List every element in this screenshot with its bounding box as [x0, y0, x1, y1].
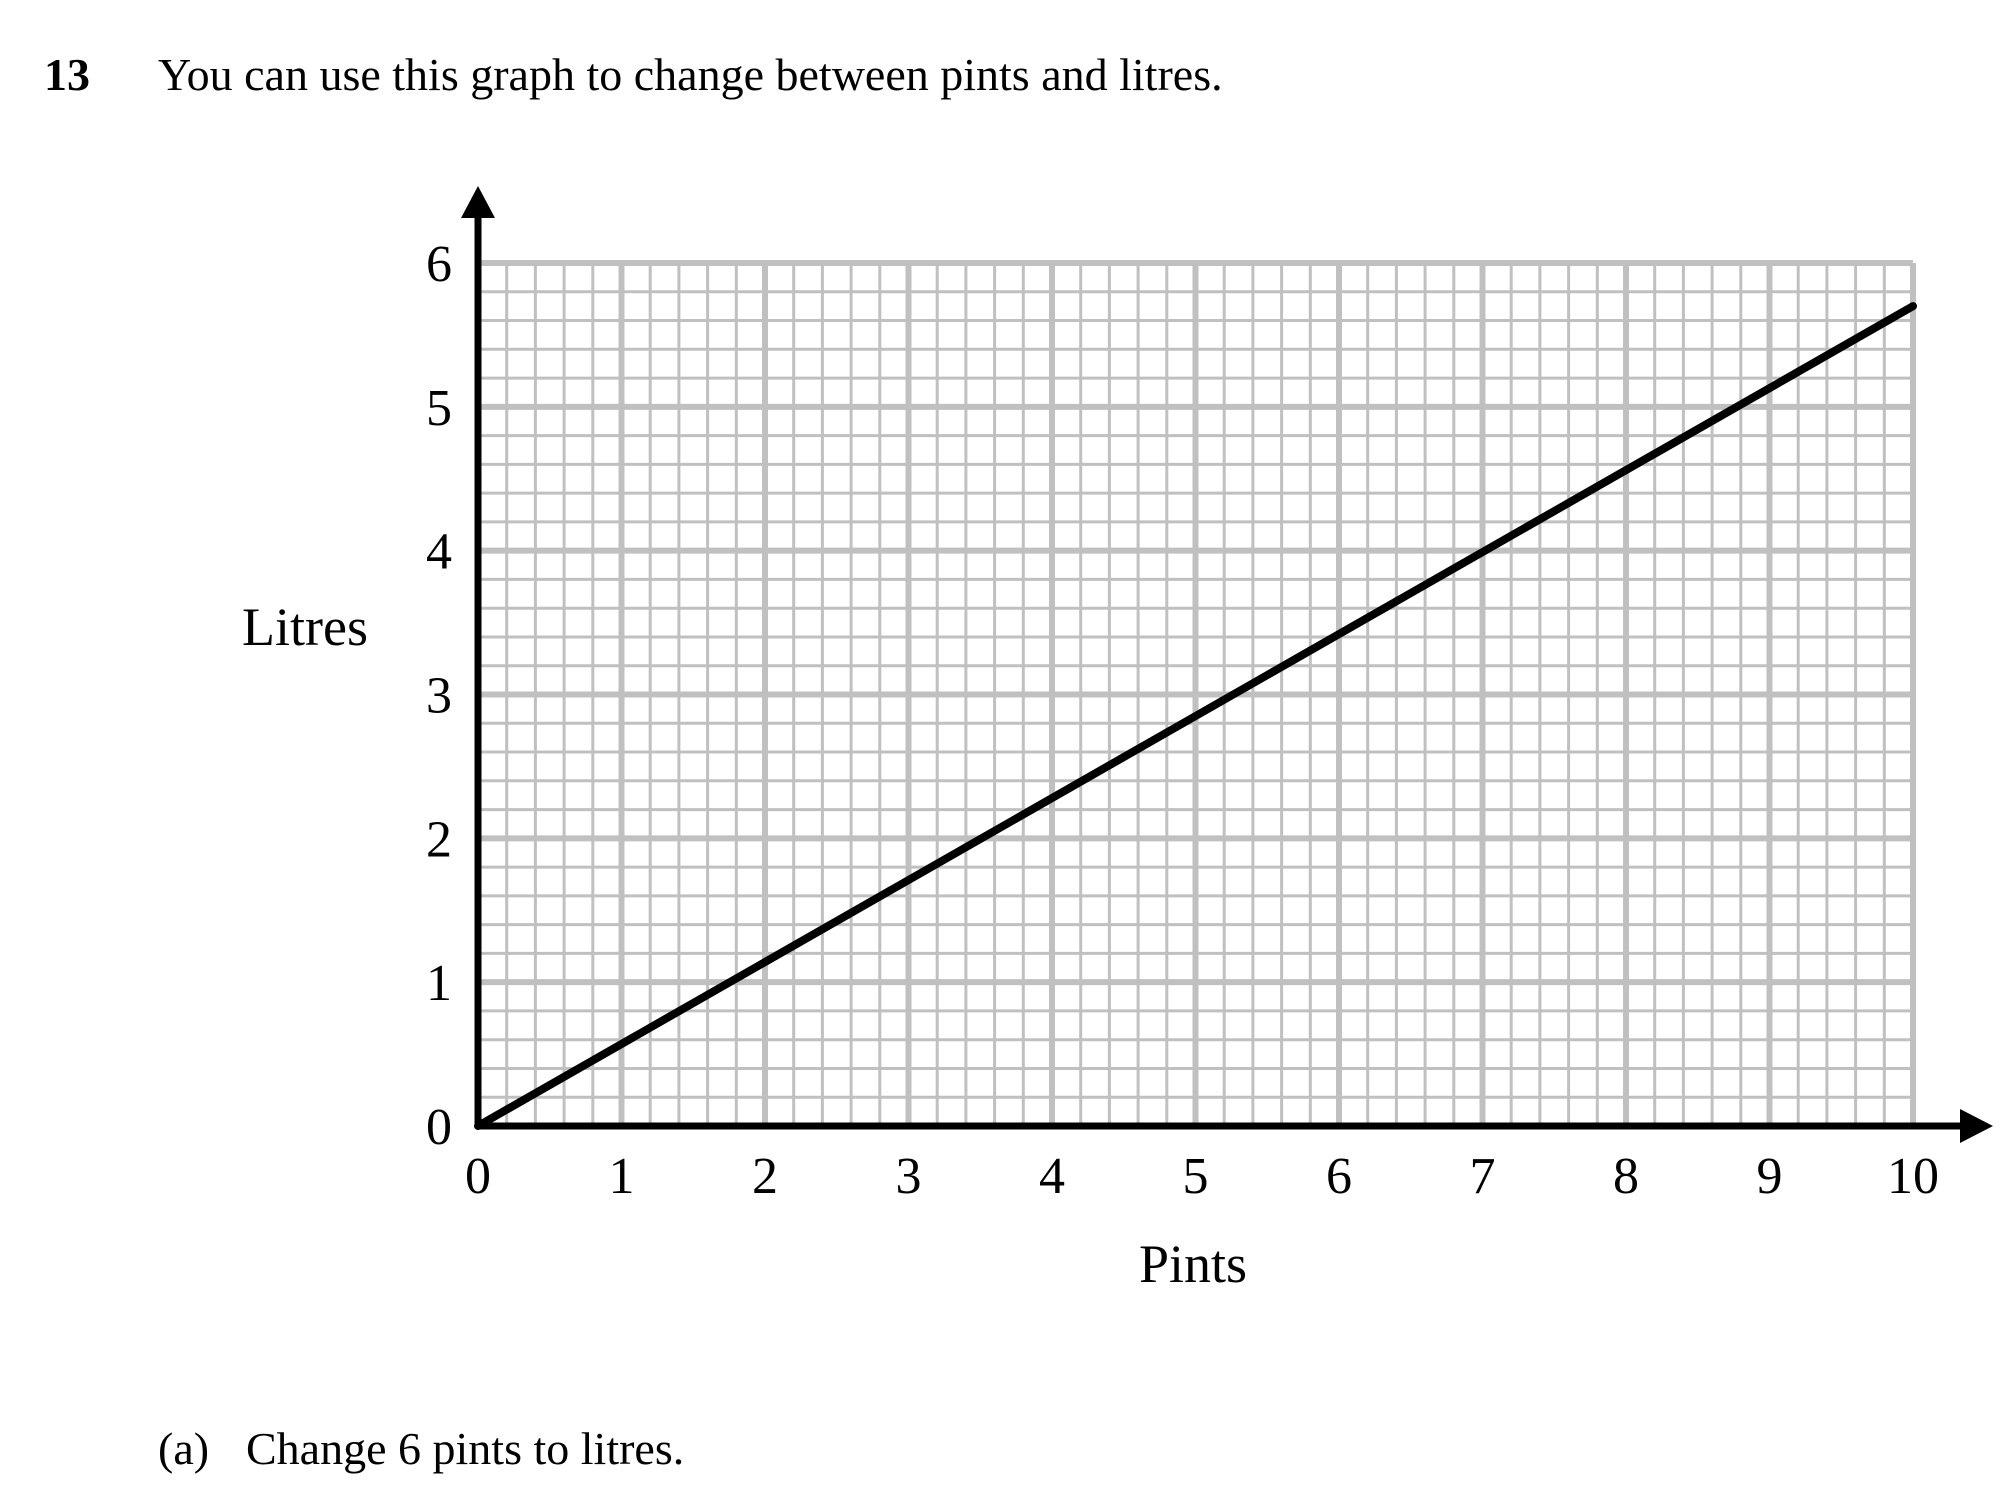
y-axis-arrow: [461, 186, 495, 218]
y-tick-label: 1: [426, 955, 452, 1012]
x-tick-label: 8: [1613, 1148, 1639, 1205]
tick-labels: 0 1 2 3 4 5 6 7 8 9 10 0 1 2 3 4 5 6: [426, 236, 1939, 1205]
x-tick-label: 9: [1757, 1148, 1783, 1205]
x-tick-label: 4: [1039, 1148, 1065, 1205]
x-tick-label: 3: [896, 1148, 922, 1205]
x-tick-label: 2: [752, 1148, 778, 1205]
x-tick-label: 0: [465, 1148, 491, 1205]
y-axis-label: Litres: [242, 597, 368, 657]
x-axis-label: Pints: [1139, 1234, 1247, 1294]
x-tick-label: 5: [1183, 1148, 1209, 1205]
y-tick-label: 0: [426, 1099, 452, 1156]
y-tick-label: 4: [426, 524, 452, 581]
y-tick-label: 5: [426, 380, 452, 437]
x-tick-label: 1: [609, 1148, 635, 1205]
major-grid: [475, 260, 1916, 1129]
question-text: You can use this graph to change between…: [158, 49, 1223, 100]
series-line: [474, 302, 1917, 1130]
part-a-label: (a): [158, 1423, 210, 1474]
question-part-a: (a) Change 6 pints to litres.: [158, 1422, 684, 1475]
part-a-text: Change 6 pints to litres.: [246, 1423, 685, 1474]
x-tick-label: 7: [1470, 1148, 1496, 1205]
y-tick-label: 6: [426, 236, 452, 293]
y-tick-label: 2: [426, 811, 452, 868]
x-tick-label: 6: [1326, 1148, 1352, 1205]
x-axis-arrow: [1960, 1109, 1993, 1143]
y-tick-label: 3: [426, 668, 452, 725]
x-tick-label: 10: [1887, 1148, 1939, 1205]
series-layer: [474, 302, 1917, 1130]
question-number: 13: [44, 49, 90, 100]
axes: [461, 186, 1993, 1143]
